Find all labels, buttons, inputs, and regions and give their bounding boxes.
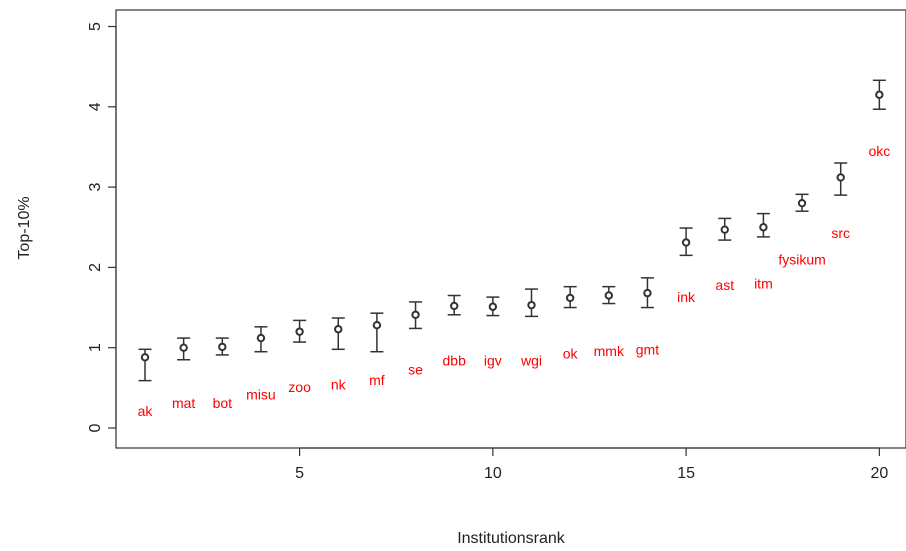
y-tick-label: 4: [87, 102, 104, 111]
point-label: fysikum: [778, 251, 825, 267]
point-label: igv: [484, 353, 502, 369]
y-axis: 0 1 2 3 4 5: [87, 22, 117, 432]
point-label: mf: [369, 372, 385, 388]
x-tick-label: 5: [295, 465, 304, 482]
point-label: misu: [246, 386, 276, 402]
point-label: dbb: [443, 353, 467, 369]
data-point: [875, 90, 884, 99]
data-points: [140, 90, 884, 362]
x-tick-label: 15: [677, 465, 695, 482]
y-tick-label: 3: [87, 183, 104, 192]
data-point: [179, 343, 188, 352]
point-label: mat: [172, 395, 195, 411]
data-point: [450, 301, 459, 311]
data-point: [643, 288, 652, 298]
data-point: [565, 293, 575, 303]
data-point: [372, 321, 382, 330]
data-point: [720, 225, 729, 234]
point-label: zoo: [288, 379, 311, 395]
y-axis-label: Top-10%: [16, 196, 33, 259]
x-axis: 5 10 15 20: [295, 447, 888, 482]
y-tick-label: 5: [87, 22, 104, 31]
point-label: ak: [138, 403, 154, 419]
point-label: ok: [563, 345, 579, 361]
data-point: [527, 300, 536, 310]
data-point: [759, 223, 768, 232]
x-tick-label: 20: [870, 465, 888, 482]
data-point: [604, 291, 613, 300]
data-point: [256, 333, 266, 343]
point-label: src: [831, 225, 850, 241]
point-label: nk: [331, 377, 347, 393]
point-label: se: [408, 361, 423, 377]
y-tick-label: 2: [87, 263, 104, 272]
point-label: ast: [715, 277, 734, 293]
x-axis-label: Institutionsrank: [457, 530, 566, 547]
point-label: okc: [868, 143, 890, 159]
error-bars: [138, 79, 886, 382]
plot-frame: [115, 9, 906, 449]
x-tick-label: 10: [484, 465, 502, 482]
data-point: [681, 238, 691, 247]
data-point: [218, 342, 227, 352]
data-point: [295, 327, 304, 336]
point-label: wgi: [520, 353, 542, 369]
data-point: [411, 310, 420, 319]
point-label: ink: [677, 289, 696, 305]
point-label: bot: [213, 395, 233, 411]
y-tick-label: 1: [87, 343, 104, 352]
data-point: [140, 353, 150, 362]
point-label: itm: [754, 275, 773, 291]
y-tick-label: 0: [87, 423, 104, 432]
data-point: [334, 325, 343, 334]
data-point: [488, 302, 498, 311]
point-label: mmk: [594, 343, 625, 359]
point-label: gmt: [636, 341, 659, 357]
data-point: [797, 198, 807, 208]
data-point: [836, 173, 845, 182]
